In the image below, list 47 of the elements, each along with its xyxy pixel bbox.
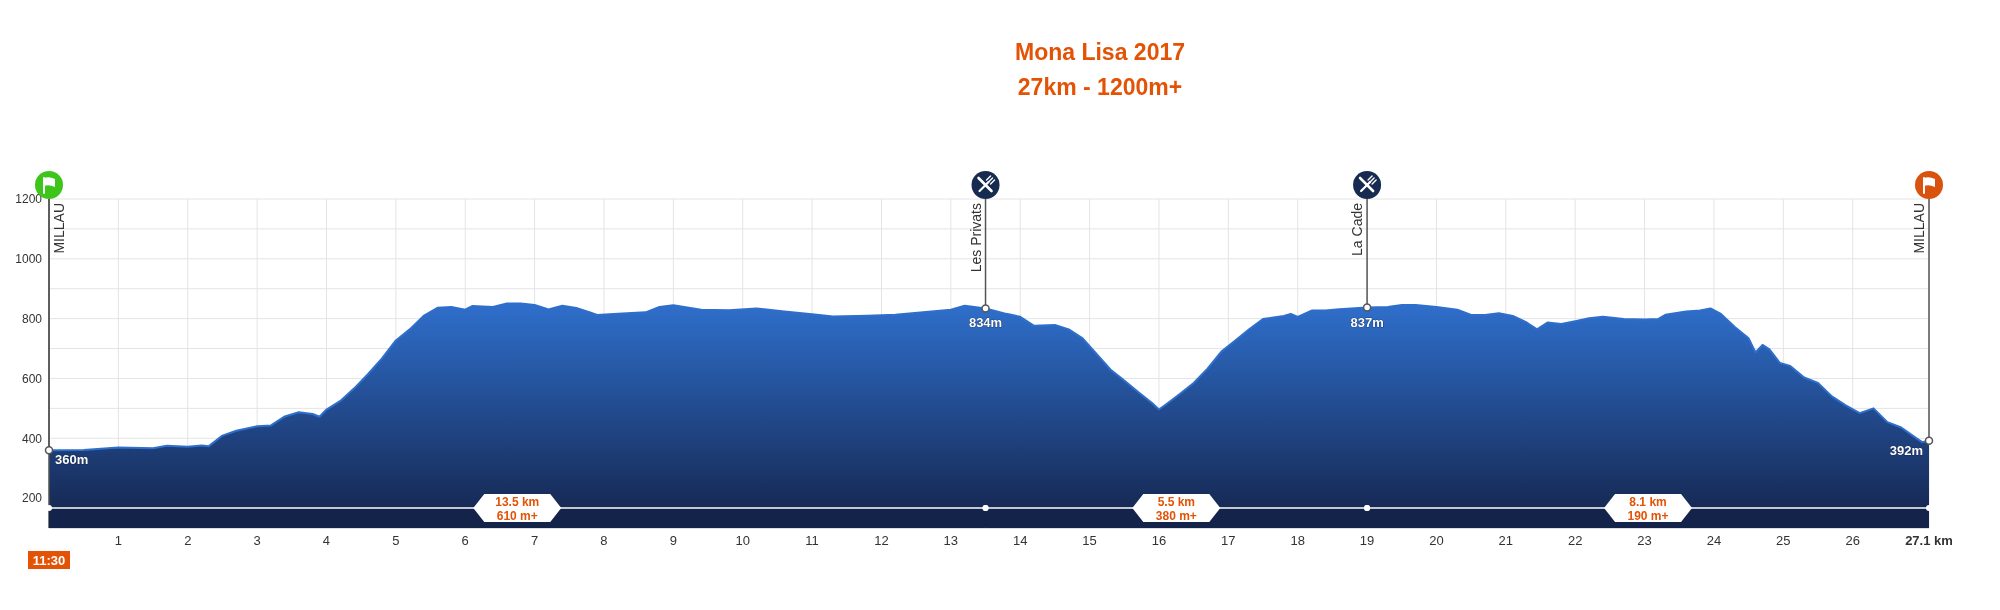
x-tick-label: 25 <box>1776 533 1791 549</box>
y-tick-label: 200 <box>21 491 43 506</box>
y-tick-label: 800 <box>21 311 43 326</box>
x-tick-label: 11 <box>805 533 819 549</box>
x-tick-label: 10 <box>735 533 750 549</box>
x-tick-label: 23 <box>1637 533 1652 549</box>
annotation: 834m <box>968 315 1003 331</box>
x-tick-label: 15 <box>1082 533 1097 549</box>
x-tick-label: 5 <box>392 533 400 549</box>
x-tick-label: 2 <box>184 533 192 549</box>
x-tick-label: 1 <box>114 533 122 549</box>
x-tick-label: 7 <box>530 533 539 549</box>
x-tick-label: 24 <box>1706 533 1722 549</box>
x-tick-label: 13 <box>943 533 959 549</box>
x-tick-label: 19 <box>1359 533 1375 549</box>
text: 11:30 <box>32 553 66 568</box>
x-tick-label: 16 <box>1151 533 1167 549</box>
band-label: 5.5 km 380 m+ <box>1155 495 1197 523</box>
ref-line-label: MILLAU <box>1911 203 1927 254</box>
annotation: 837m <box>1350 314 1384 330</box>
ref-line-label: Les Privats <box>967 203 984 273</box>
x-tick-label: 18 <box>1290 533 1305 549</box>
band-label: 8.1 km 190 m+ <box>1627 495 1669 523</box>
x-tick-label: 20 <box>1429 533 1444 549</box>
x-tick-label: 9 <box>669 533 677 549</box>
chart-title: Mona Lisa 2017 <box>1014 39 1186 65</box>
y-tick-label: 1000 <box>15 252 43 267</box>
x-tick-label: 21 <box>1498 533 1514 549</box>
legend-label: MILLAU <box>51 203 67 254</box>
chart-subtitle: 27km - 1200m+ <box>1017 74 1183 100</box>
x-tick-label: 8 <box>600 533 608 549</box>
x-tick-label: 12 <box>874 533 889 549</box>
y-tick-label: 1200 <box>15 192 43 207</box>
x-tick-label: 6 <box>461 533 469 549</box>
x-tick-label: 4 <box>322 533 331 549</box>
annotation: 392m <box>1889 442 1923 458</box>
y-tick-label: 400 <box>21 431 43 446</box>
ref-line-label: La Cade <box>1349 202 1366 256</box>
annotation: 360m <box>55 452 89 468</box>
x-tick-label: 17 <box>1221 533 1236 549</box>
x-tick-label: 26 <box>1845 533 1860 549</box>
band-label: 13.5 km 610 m+ <box>495 495 540 523</box>
x-tick-label: 27.1 km <box>1905 533 1953 549</box>
x-tick-label: 22 <box>1567 533 1583 549</box>
y-tick-label: 600 <box>21 371 43 386</box>
x-tick-label: 3 <box>253 533 261 549</box>
x-tick-label: 14 <box>1012 533 1028 549</box>
